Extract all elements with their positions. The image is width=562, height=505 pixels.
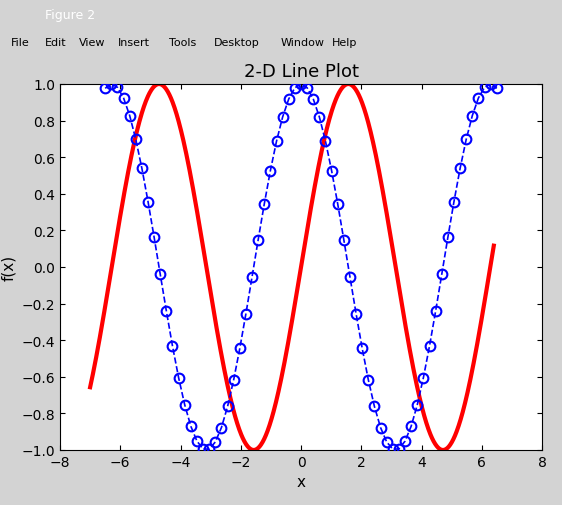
- Text: View: View: [79, 37, 105, 47]
- Text: Desktop: Desktop: [214, 37, 259, 47]
- Text: Insert: Insert: [118, 37, 150, 47]
- X-axis label: x: x: [297, 475, 306, 489]
- Text: Window: Window: [281, 37, 325, 47]
- Y-axis label: f(x): f(x): [1, 255, 16, 280]
- Text: File: File: [11, 37, 30, 47]
- Text: Tools: Tools: [169, 37, 196, 47]
- Text: Edit: Edit: [45, 37, 66, 47]
- Title: 2-D Line Plot: 2-D Line Plot: [243, 63, 359, 80]
- Text: Help: Help: [332, 37, 357, 47]
- Text: Figure 2: Figure 2: [45, 9, 95, 21]
